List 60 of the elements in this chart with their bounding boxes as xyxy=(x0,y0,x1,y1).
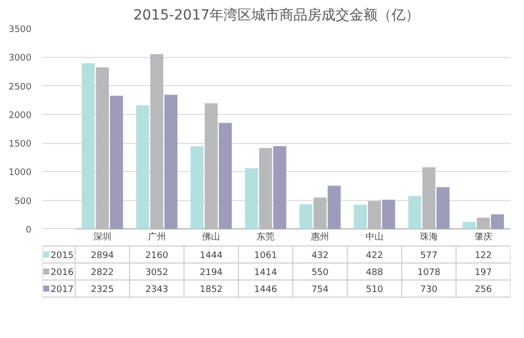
data-label: 730 xyxy=(420,285,438,296)
data-label: 1446 xyxy=(254,285,278,296)
bar xyxy=(82,63,95,229)
bar xyxy=(490,214,504,229)
data-label: 754 xyxy=(311,285,329,296)
x-tick-label: 中山 xyxy=(365,231,384,242)
x-tick-label: 肇庆 xyxy=(474,231,492,242)
data-label: 2194 xyxy=(200,268,223,278)
y-tick-label: 1000 xyxy=(8,168,32,178)
data-label: 2325 xyxy=(90,285,114,296)
bar xyxy=(136,105,150,229)
y-tick-label: 500 xyxy=(14,196,32,207)
data-label: 1061 xyxy=(254,251,278,261)
y-tick-label: 3000 xyxy=(8,54,32,64)
x-tick-label: 佛山 xyxy=(202,231,220,242)
legend-label: 2016 xyxy=(50,268,74,278)
bar xyxy=(273,146,286,229)
data-label: 1852 xyxy=(200,285,223,296)
y-tick-label: 0 xyxy=(26,225,32,236)
y-tick-label: 3500 xyxy=(8,25,32,35)
x-tick-label: 珠海 xyxy=(420,231,438,242)
x-tick-label: 深圳 xyxy=(93,231,112,242)
data-label: 3052 xyxy=(145,268,168,278)
y-tick-label: 2500 xyxy=(8,82,32,92)
bar xyxy=(328,186,341,229)
bar xyxy=(190,146,204,229)
data-label: 1444 xyxy=(200,251,223,261)
chart-title: 2015-2017年湾区城市商品房成交金额（亿） xyxy=(133,8,420,24)
legend-label: 2015 xyxy=(50,251,74,261)
data-label: 2343 xyxy=(145,285,168,296)
data-label: 1414 xyxy=(254,268,278,278)
data-label: 2822 xyxy=(90,268,114,278)
x-tick-label: 广州 xyxy=(148,231,166,242)
bar xyxy=(462,222,476,229)
data-label: 577 xyxy=(420,251,438,261)
data-label: 432 xyxy=(311,251,329,261)
bar xyxy=(299,204,312,229)
data-label: 1078 xyxy=(417,268,441,278)
data-label: 197 xyxy=(474,268,492,278)
bar xyxy=(408,196,422,229)
y-tick-label: 2000 xyxy=(8,110,32,121)
data-label: 2894 xyxy=(90,251,114,261)
data-label: 2160 xyxy=(145,251,169,261)
bar xyxy=(382,200,396,229)
bar xyxy=(218,122,232,229)
y-tick-label: 1500 xyxy=(8,140,32,150)
data-label: 422 xyxy=(366,251,384,261)
data-label: 510 xyxy=(366,285,384,296)
x-tick-label: 惠州 xyxy=(310,231,330,242)
x-tick-label: 东莞 xyxy=(256,231,275,242)
legend-label: 2017 xyxy=(50,285,74,296)
bar xyxy=(244,168,258,229)
bar xyxy=(164,94,178,229)
data-label: 256 xyxy=(474,285,492,296)
bar xyxy=(354,204,367,229)
data-label: 550 xyxy=(311,268,329,278)
data-label: 488 xyxy=(366,268,384,278)
bar xyxy=(436,187,450,229)
bar xyxy=(110,96,124,229)
data-label: 122 xyxy=(474,251,492,261)
